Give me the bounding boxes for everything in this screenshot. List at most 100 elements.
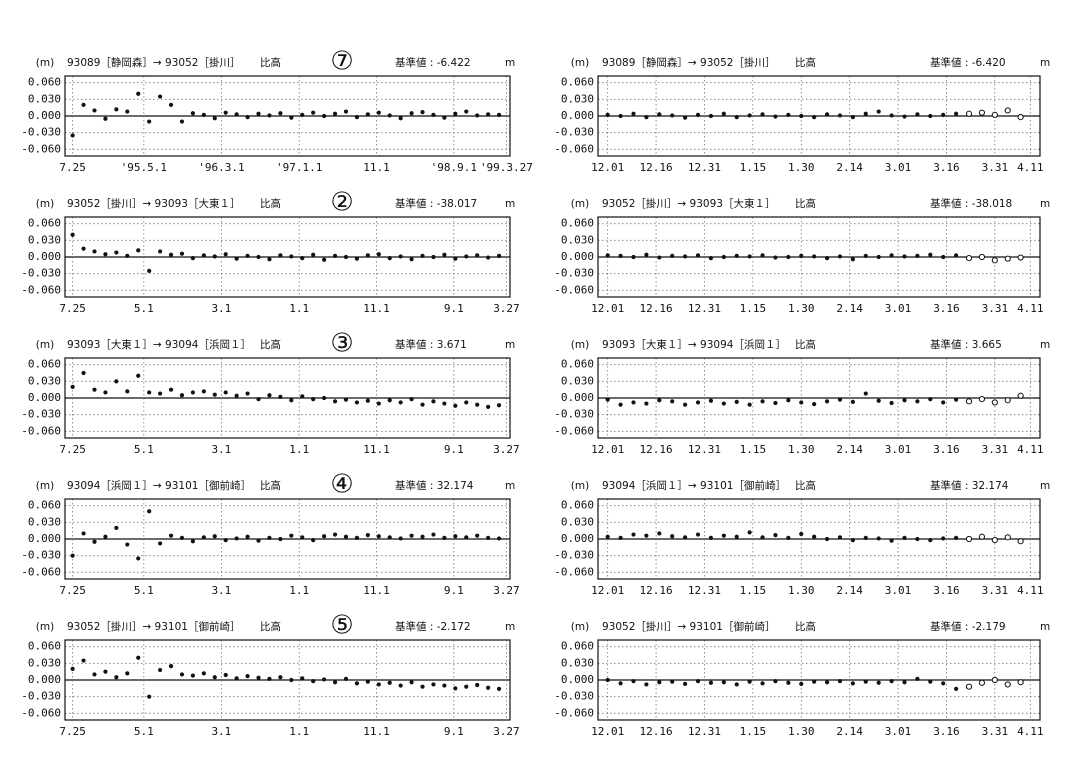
y-tick-label: 0.030 (28, 233, 61, 246)
point (92, 387, 97, 392)
plot-frame (597, 639, 1041, 721)
point (168, 533, 174, 538)
x-tick-label: '95.5.1 (121, 161, 167, 174)
x-tick-label: 5.1 (134, 725, 154, 738)
x-tick-label: 3.16 (933, 302, 960, 315)
point (92, 672, 97, 677)
x-tick-label: 4.11 (1017, 443, 1044, 456)
point (245, 391, 250, 396)
point (311, 538, 316, 543)
x-tick-label: 12.01 (591, 161, 624, 174)
point (941, 400, 946, 405)
point (644, 115, 649, 120)
y-tick-label: 0.060 (28, 217, 61, 230)
point (876, 680, 881, 685)
chart-subtitle: 比高 (795, 197, 816, 210)
point (70, 553, 75, 558)
y-tick-label: -0.060 (554, 706, 594, 719)
point (212, 675, 217, 680)
point (267, 676, 272, 681)
y-tick-label: -0.030 (21, 267, 61, 280)
y-tick-label: 0.030 (28, 515, 61, 528)
point (322, 113, 327, 119)
point (464, 400, 469, 405)
point (695, 679, 701, 684)
point (168, 102, 174, 107)
point (114, 107, 119, 112)
point (605, 677, 610, 683)
point (311, 252, 316, 257)
point (398, 536, 403, 541)
x-tick-label: 12.31 (688, 443, 721, 456)
x-tick-label: 3.01 (885, 302, 912, 315)
point (223, 252, 228, 257)
point (147, 694, 152, 699)
y-tick-label: 0.000 (28, 532, 61, 545)
point (147, 509, 152, 514)
x-tick-label: 3.01 (885, 725, 912, 738)
point (114, 250, 119, 255)
x-tick-label: 3.31 (982, 443, 1009, 456)
point (475, 113, 480, 118)
x-tick-label: 3.1 (211, 725, 231, 738)
point (442, 401, 447, 406)
open-point (978, 396, 986, 403)
point (420, 253, 425, 258)
point (81, 370, 86, 376)
plot-frame (597, 498, 1041, 580)
point (644, 252, 649, 257)
open-point (965, 110, 973, 117)
unit-right: m (505, 480, 515, 492)
point (245, 674, 250, 679)
unit-label: (m) (36, 57, 54, 69)
point (168, 664, 174, 669)
point (223, 672, 228, 678)
reference-value: 基準値 : -6.422 (395, 56, 471, 69)
point (605, 112, 610, 117)
point (114, 675, 119, 680)
y-tick-label: -0.060 (21, 706, 61, 719)
chart-title: 93094［浜岡１］→ 93101［御前崎］ (67, 479, 251, 492)
point (954, 111, 959, 116)
point (850, 538, 855, 543)
reference-value: 基準値 : -2.179 (930, 620, 1006, 633)
point (605, 253, 610, 258)
point (902, 680, 907, 685)
y-tick-label: 0.060 (561, 217, 594, 230)
point (464, 535, 469, 540)
y-tick-label: 0.060 (28, 358, 61, 371)
point (496, 686, 502, 691)
x-tick-label: 2.14 (836, 725, 863, 738)
point (420, 402, 425, 407)
point (136, 655, 141, 660)
point (234, 676, 239, 681)
y-tick-label: -0.030 (554, 267, 594, 280)
chart-subtitle: 比高 (795, 56, 816, 69)
point (496, 112, 502, 117)
point (125, 542, 130, 547)
x-tick-label: 12.16 (640, 443, 673, 456)
plot-frame (64, 498, 511, 580)
point (354, 681, 360, 686)
chart-title: 93052［掛川］→ 93101［御前崎］ (67, 620, 240, 633)
point (278, 253, 283, 258)
point (721, 401, 726, 406)
point (928, 397, 933, 402)
x-tick-label: 12.16 (640, 161, 673, 174)
point (354, 535, 360, 540)
point (695, 112, 701, 117)
point (179, 535, 185, 540)
point (644, 533, 649, 538)
x-tick-label: 5.1 (134, 584, 154, 597)
x-tick-label: 3.31 (982, 161, 1009, 174)
point (442, 115, 447, 120)
point (322, 534, 327, 539)
point (773, 679, 778, 684)
x-tick-label: 4.11 (1017, 302, 1044, 315)
point (278, 536, 283, 542)
point (824, 256, 830, 261)
open-point (991, 111, 998, 118)
point (332, 399, 338, 404)
x-tick-label: 1.15 (740, 443, 767, 456)
unit-right: m (1040, 621, 1050, 633)
